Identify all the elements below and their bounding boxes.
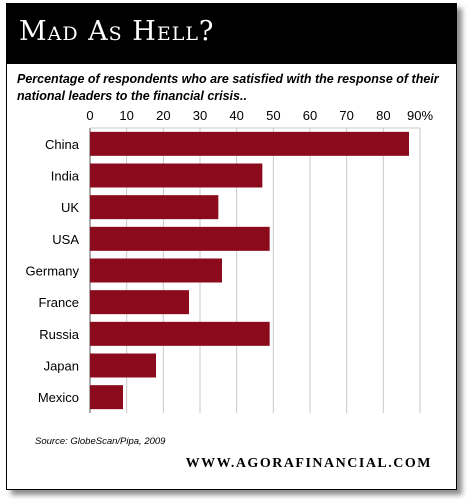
category-label-china: China: [45, 137, 80, 152]
bar-chart: 0 10 20 30 40 50 60 70 80 90% China India UK USA Germ…: [26, 108, 433, 413]
bar-germany: [90, 258, 222, 283]
bar-mexico: [90, 385, 123, 410]
bar-usa: [90, 226, 270, 251]
category-label-germany: Germany: [26, 264, 80, 279]
x-tick-label: 50: [266, 108, 280, 123]
category-label-uk: UK: [61, 200, 79, 215]
category-label-japan: Japan: [44, 359, 79, 374]
bars: [90, 131, 409, 410]
x-tick-label: 90%: [407, 108, 433, 123]
title-bar: Mad As Hell?: [7, 4, 456, 64]
bar-france: [90, 290, 189, 315]
x-tick-label: 60: [303, 108, 317, 123]
bar-russia: [90, 321, 270, 346]
chart-title: Mad As Hell?: [19, 16, 215, 47]
source-note: Source: GlobeScan/Pipa, 2009: [35, 436, 166, 447]
category-label-usa: USA: [52, 232, 79, 247]
x-tick-label: 70: [339, 108, 353, 123]
x-tick-label: 40: [229, 108, 243, 123]
x-tick-label: 10: [119, 108, 133, 123]
category-label-mexico: Mexico: [38, 390, 79, 405]
chart-subtitle: Percentage of respondents who are satisf…: [17, 72, 439, 103]
axis-labels: 0 10 20 30 40 50 60 70 80 90%: [86, 108, 433, 123]
bar-japan: [90, 353, 156, 378]
category-label-france: France: [39, 295, 79, 310]
category-label-india: India: [51, 169, 80, 184]
x-tick-label: 20: [156, 108, 170, 123]
x-tick-label: 0: [86, 108, 93, 123]
bar-india: [90, 163, 263, 188]
x-tick-label: 30: [193, 108, 207, 123]
bar-china: [90, 131, 409, 156]
bar-uk: [90, 195, 219, 220]
website-link[interactable]: WWW.AGORAFINANCIAL.COM: [185, 456, 432, 471]
category-label-russia: Russia: [39, 327, 80, 342]
x-tick-label: 80: [376, 108, 390, 123]
chart-frame: Mad As Hell? Percentage of respondents w…: [6, 3, 457, 490]
category-labels: China India UK USA Germany France Russia Japan M…: [26, 137, 80, 405]
